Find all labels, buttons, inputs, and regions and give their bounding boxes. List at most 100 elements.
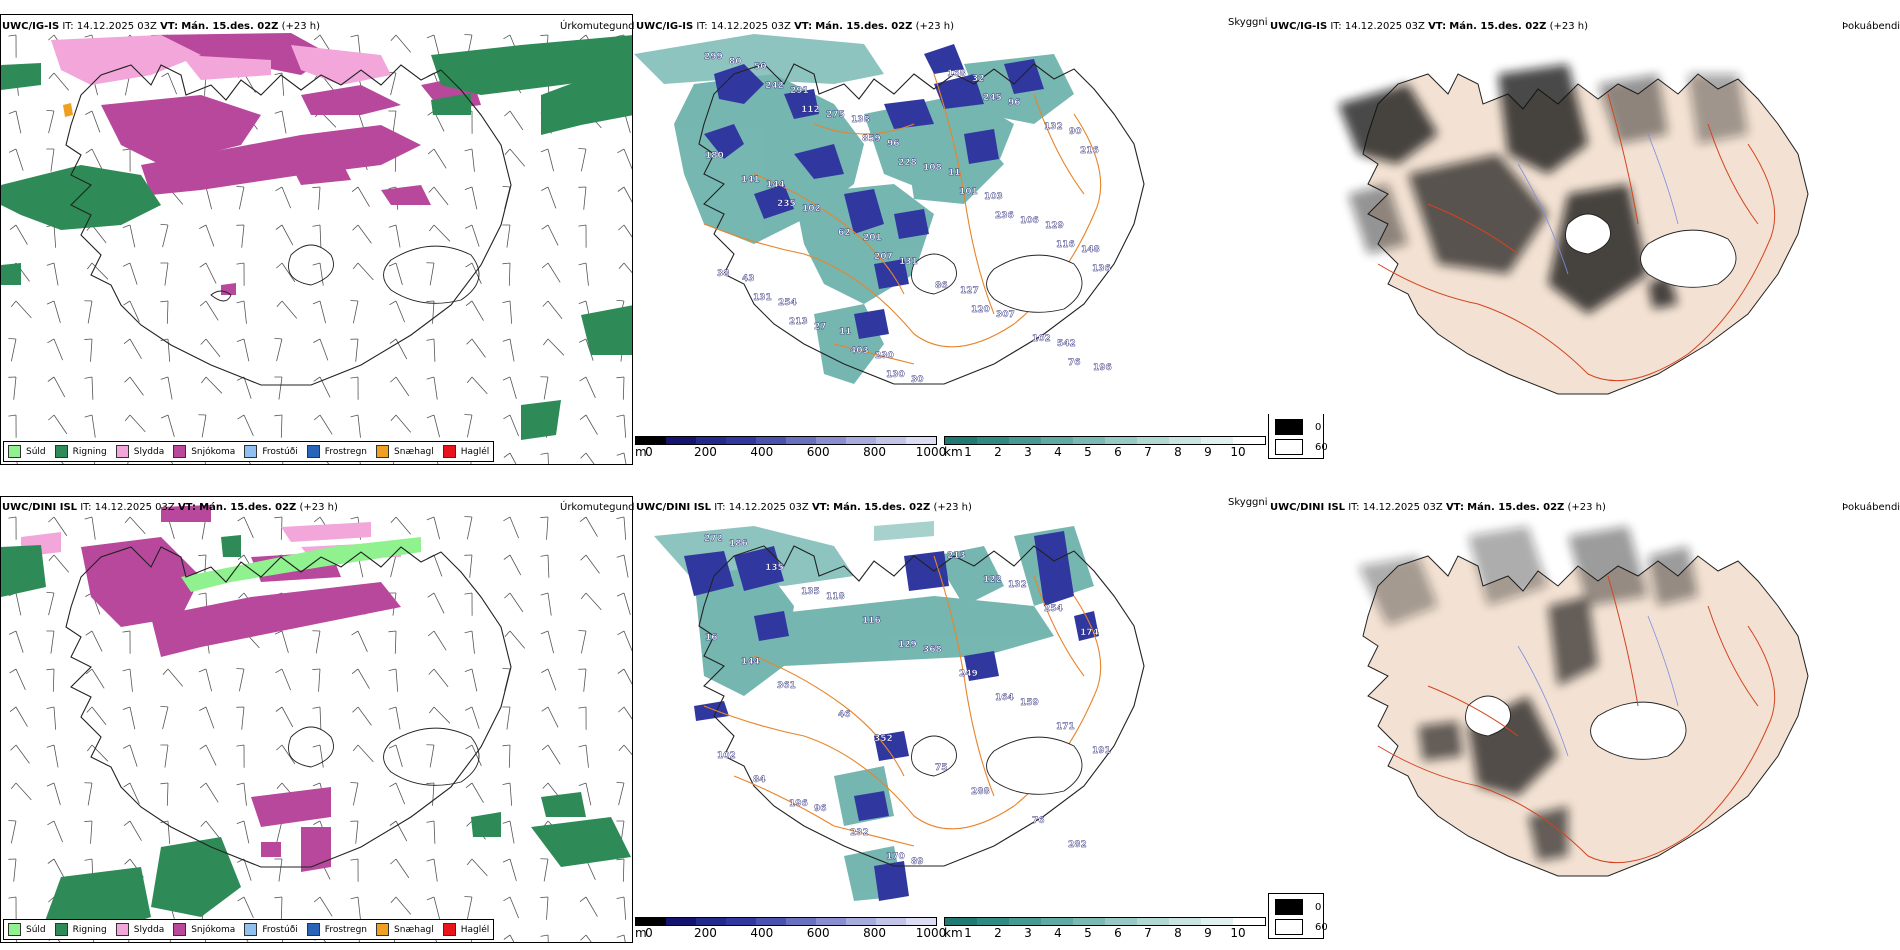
colorbar-cell: [1169, 437, 1201, 444]
fog-legend-label-0: 0: [1315, 421, 1322, 433]
wind-barb: [200, 338, 221, 358]
colorbar-tick-label: 5: [1084, 445, 1092, 459]
init-time: IT: 14.12.2025 03Z: [62, 21, 157, 32]
wind-barb: [464, 148, 475, 172]
cloud-base-label: 141: [741, 175, 760, 185]
cloud-map-top: 299 112 228 236 136 213 130 245 216 235 207 120 76 24…: [634, 34, 1145, 385]
wind-barb: [8, 414, 17, 438]
roads: [1377, 575, 1776, 864]
wind-barb: [540, 554, 550, 578]
wind-barb: [9, 706, 28, 727]
wind-barb: [542, 300, 563, 320]
snow-pellets: [63, 103, 73, 117]
cloud-base-label: 46: [838, 710, 851, 720]
precip-legend-label: Rigning: [72, 446, 107, 457]
wind-barb: [236, 744, 245, 768]
wind-barb: [464, 706, 480, 729]
colorbar-cell: [1233, 437, 1265, 444]
rivers: [1517, 133, 1679, 275]
cloud-base-label: 170: [886, 852, 905, 862]
wind-barb: [502, 224, 511, 248]
colorbar-tick-label: 10: [1230, 926, 1246, 940]
cloud-base-label: 138: [851, 115, 870, 125]
panel-title-precip-bottom: Úrkomutegund: [560, 502, 635, 513]
wind-barb: [579, 414, 598, 435]
wind-barb: [48, 516, 68, 537]
wind-barb: [8, 820, 17, 844]
cloud-base-label: 361: [777, 681, 796, 691]
precip-legend-label: Snjókoma: [191, 924, 236, 935]
cloud-base-label: 131: [899, 257, 918, 267]
cloud-base-label: 43: [742, 274, 755, 284]
lead-time: (+23 h): [915, 21, 955, 32]
cloud-base-label: 62: [838, 228, 851, 238]
cloud-base-label: 120: [971, 305, 990, 315]
iceland-coastline: [698, 545, 1145, 867]
cloud-base-label: 164: [995, 693, 1014, 703]
wind-barb: [618, 744, 632, 763]
wind-barb: [502, 820, 515, 844]
wind-barb: [198, 668, 213, 692]
colorbar-tick-label: 600: [806, 445, 830, 459]
wind-barb: [503, 554, 522, 576]
cloud-base-label: 76: [1068, 358, 1081, 368]
wind-barb: [466, 338, 486, 358]
wind-barb: [540, 630, 555, 654]
precip-legend-swatch: [8, 923, 21, 936]
wind-barb: [275, 224, 294, 246]
cloud-base-label: 275: [826, 110, 845, 120]
visibility-colorbar-top: km 1 2 3 4 5 6 7 8 9 10: [944, 436, 1266, 460]
wind-barb: [502, 185, 511, 210]
fog-legend-top: 0 60: [1268, 413, 1328, 459]
wind-barb: [276, 300, 298, 319]
wind-barb: [428, 668, 449, 688]
valid-time-label: VT:: [1445, 502, 1464, 513]
precip-legend-item: Snjókoma: [173, 923, 235, 936]
iceland-coastline: [698, 63, 1145, 385]
wind-barb: [580, 934, 600, 942]
rain-area: [1, 35, 632, 440]
cloud-base-label: 196: [789, 799, 808, 809]
wind-barb: [8, 338, 17, 362]
wind-barb: [47, 376, 66, 398]
wind-barb: [84, 516, 96, 540]
wind-barb: [578, 630, 587, 654]
colorbar-cell: [1041, 437, 1073, 444]
cloud-base-label: 132: [1008, 580, 1027, 590]
iceland-outline-path: [65, 546, 512, 868]
wind-barb: [616, 452, 629, 464]
cloud-base-label: 213: [789, 317, 808, 327]
wind-barb: [122, 224, 136, 248]
wind-barb: [426, 858, 438, 882]
colorbar-tick-label: 400: [750, 445, 774, 459]
wind-barb: [8, 148, 24, 171]
wind-barb: [390, 896, 412, 915]
colorbar-tick-label: 0: [645, 445, 653, 459]
wind-barb: [274, 630, 289, 654]
lead-time: (+23 h): [281, 21, 321, 32]
wind-barb: [388, 71, 397, 96]
wind-barb: [46, 630, 55, 654]
wind-barb: [84, 376, 94, 400]
colorbar-tick-label: 9: [1204, 926, 1212, 940]
wind-barb: [275, 186, 292, 209]
wind-barb: [160, 414, 175, 438]
precip-legend-item: Slydda: [115, 923, 164, 936]
wind-barb: [8, 376, 17, 400]
wind-barb: [46, 591, 55, 616]
colorbar-cell: [1201, 437, 1233, 444]
fog-legend-swatch-0: [1275, 419, 1303, 435]
colorbar-unit: km: [944, 926, 963, 940]
cloud-base-label: 542: [1057, 339, 1076, 349]
wind-barb: [122, 262, 138, 285]
wind-barb: [390, 414, 412, 433]
wind-barb: [84, 820, 93, 844]
cloud-base-label: 232: [850, 828, 869, 838]
wind-barb: [465, 300, 484, 321]
wind-barb: [46, 668, 55, 692]
cloud-base-label: 352: [874, 734, 893, 744]
init-time: IT: 14.12.2025 03Z: [1348, 502, 1443, 513]
fog-panel-bottom: [1268, 496, 1900, 892]
colorbar-cell: [1137, 437, 1169, 444]
header-precip-bottom: UWC/DINI ISL IT: 14.12.2025 03Z VT: Mán.…: [2, 501, 338, 515]
